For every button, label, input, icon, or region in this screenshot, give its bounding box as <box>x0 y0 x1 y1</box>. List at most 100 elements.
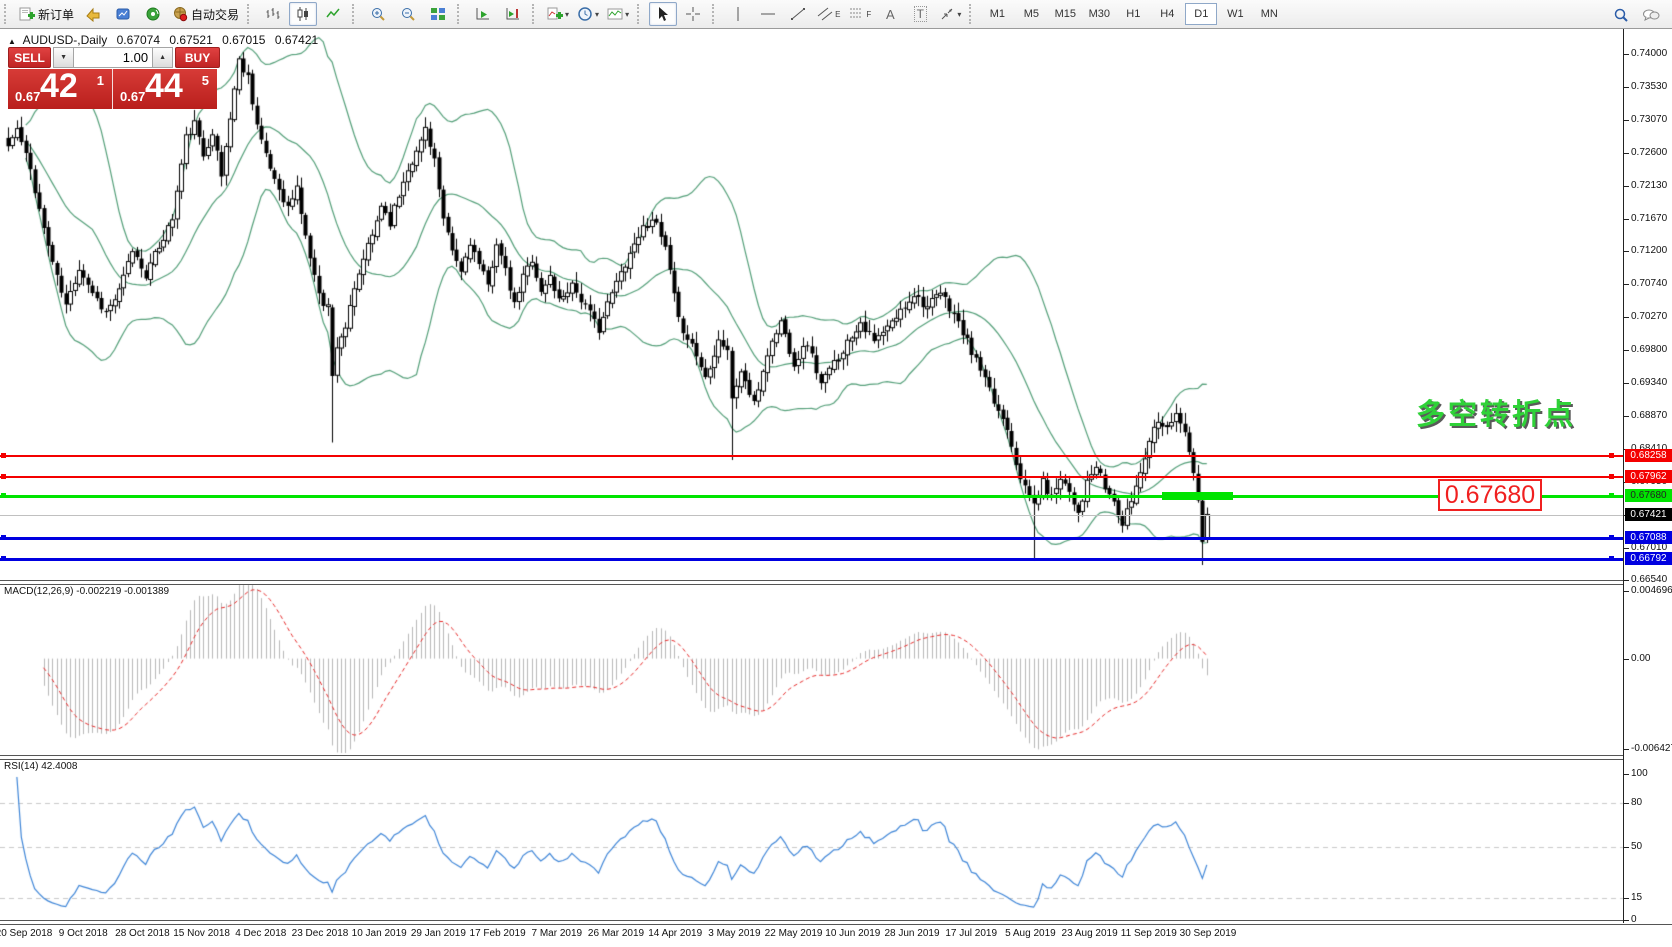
timeframe-button-m5[interactable]: M5 <box>1023 8 1039 20</box>
line-handle-left[interactable] <box>1 555 6 561</box>
pane-separator-macd[interactable] <box>0 580 1672 585</box>
line-handle-right[interactable] <box>1609 473 1614 479</box>
ohlc-open: 0.67074 <box>116 33 161 47</box>
volume-increase-button[interactable]: ▲ <box>152 47 174 68</box>
templates-button[interactable]: ▾ <box>604 2 632 26</box>
toolbar-drag-handle[interactable] <box>4 4 10 24</box>
volume-input[interactable] <box>74 47 153 68</box>
time-scale[interactable]: 20 Sep 2018 9 Oct 2018 28 Oct 2018 15 Nov 2… <box>0 923 1623 947</box>
rsi-axis-label: 100 <box>1624 768 1648 779</box>
data-window-button[interactable] <box>109 2 137 26</box>
hline-0.67088[interactable] <box>0 534 1623 540</box>
market-watch-button[interactable] <box>79 2 107 26</box>
timeframe-button-w1[interactable]: W1 <box>1227 8 1244 20</box>
chart-candles-button[interactable] <box>289 2 318 26</box>
price-tick-label: 0.67010 <box>1623 541 1668 553</box>
new-order-icon <box>19 6 35 22</box>
volume-decrease-button[interactable]: ▼ <box>53 47 75 68</box>
rsi-axis-label: 0 <box>1624 914 1637 925</box>
periods-button[interactable]: ▾ <box>574 2 602 26</box>
indicators-button[interactable]: ▾ <box>544 2 572 26</box>
chart-bars-button[interactable] <box>259 2 287 26</box>
price-tick-label: 0.69340 <box>1623 377 1668 388</box>
line-handle-right[interactable] <box>1609 534 1614 540</box>
chart-symbol-period: AUDUSD-,Daily <box>22 33 108 47</box>
cursor-button[interactable] <box>649 2 678 26</box>
date-tick-label: 15 Nov 2018 <box>173 928 230 939</box>
main-toolbar: 新订单 自动交易 <box>0 0 1672 29</box>
tile-windows-button[interactable] <box>424 2 452 26</box>
sell-button[interactable]: SELL <box>8 47 52 68</box>
crosshair-button[interactable] <box>679 2 707 26</box>
chart-shift-button[interactable] <box>499 2 527 26</box>
timeframe-button-m1[interactable]: M1 <box>989 8 1005 20</box>
indicators-icon <box>547 6 564 22</box>
buy-price-button[interactable]: 0.67 44 5 <box>113 67 217 109</box>
timeframe-button-d1[interactable]: D1 <box>1185 3 1218 25</box>
pane-separator-dates <box>0 920 1672 925</box>
auto-trading-button[interactable]: 自动交易 <box>169 2 242 26</box>
auto-scroll-button[interactable] <box>469 2 497 26</box>
timeframe-button-m30[interactable]: M30 <box>1088 8 1111 20</box>
hline-0.67680[interactable] <box>0 493 1623 499</box>
search-button[interactable] <box>1607 3 1635 27</box>
line-handle-right[interactable] <box>1609 555 1614 561</box>
vertical-line-button[interactable] <box>724 2 752 26</box>
chart-candles-icon <box>295 6 311 22</box>
price-chart-canvas[interactable] <box>0 29 1672 947</box>
trendline-button[interactable] <box>784 2 812 26</box>
price-scale[interactable]: 0.74000 0.73530 0.73070 0.72600 0.72130 0.716… <box>1623 29 1672 925</box>
timeframe-button-h4[interactable]: H4 <box>1160 8 1175 20</box>
hline-0.68258[interactable] <box>0 452 1623 458</box>
tile-windows-icon <box>430 6 446 22</box>
text-label-button[interactable]: T <box>906 2 934 26</box>
price-tick-label: 0.71670 <box>1623 212 1668 224</box>
date-tick-label: 10 Jun 2019 <box>825 928 881 939</box>
community-button[interactable] <box>1637 3 1665 27</box>
text-button[interactable]: A <box>876 2 904 26</box>
line-handle-right[interactable] <box>1609 452 1614 458</box>
price-tick-label: 0.68870 <box>1623 409 1668 421</box>
toolbar-drag-handle[interactable] <box>247 4 253 24</box>
new-order-button[interactable]: 新订单 <box>16 2 77 26</box>
line-handle-left[interactable] <box>1 473 6 479</box>
toolbar-drag-handle[interactable] <box>532 4 538 24</box>
horizontal-line-button[interactable] <box>754 2 782 26</box>
buy-price-sup: 5 <box>201 73 209 88</box>
fibonacci-button[interactable]: F <box>845 2 874 26</box>
date-tick-label: 28 Oct 2018 <box>115 928 170 939</box>
strategy-tester-button[interactable] <box>139 2 167 26</box>
line-handle-left[interactable] <box>1 452 6 458</box>
toolbar-drag-handle[interactable] <box>457 4 463 24</box>
pane-separator-rsi[interactable] <box>0 755 1672 760</box>
chart-line-button[interactable] <box>319 2 347 26</box>
price-callout-box[interactable]: 0.67680 <box>1438 479 1542 511</box>
support-highlight-segment[interactable] <box>1162 492 1234 501</box>
price-tick-label: 0.73530 <box>1623 80 1668 92</box>
macd-axis-label: 0.004696 <box>1624 585 1672 597</box>
toolbar-drag-handle[interactable] <box>969 4 975 24</box>
line-handle-left[interactable] <box>1 534 6 540</box>
arrows-button[interactable]: ▾ <box>936 2 964 26</box>
timeframe-button-h1[interactable]: H1 <box>1126 8 1141 20</box>
date-tick-label: 9 Oct 2018 <box>58 928 108 939</box>
chart-annotation-text[interactable]: 多空转折点 <box>1416 399 1577 431</box>
line-handle-right[interactable] <box>1609 493 1614 499</box>
equidistant-channel-button[interactable]: E <box>814 2 843 26</box>
zoom-out-button[interactable] <box>394 2 422 26</box>
channel-glyph: E <box>835 9 841 19</box>
toolbar-drag-handle[interactable] <box>352 4 358 24</box>
toolbar-drag-handle[interactable] <box>637 4 643 24</box>
zoom-in-button[interactable] <box>364 2 392 26</box>
timeframe-button-m15[interactable]: M15 <box>1054 8 1077 20</box>
buy-button[interactable]: BUY <box>175 47 220 68</box>
current-bid-line <box>0 514 1623 516</box>
dropdown-arrow-icon: ▾ <box>625 9 630 19</box>
hline-0.66792[interactable] <box>0 555 1623 561</box>
timeframe-button-mn[interactable]: MN <box>1260 8 1278 20</box>
toolbar-drag-handle[interactable] <box>712 4 718 24</box>
hline-0.67962[interactable] <box>0 473 1623 479</box>
sell-price-button[interactable]: 0.67 42 1 <box>8 67 113 109</box>
clock-icon <box>577 6 593 22</box>
line-handle-left[interactable] <box>1 493 6 499</box>
